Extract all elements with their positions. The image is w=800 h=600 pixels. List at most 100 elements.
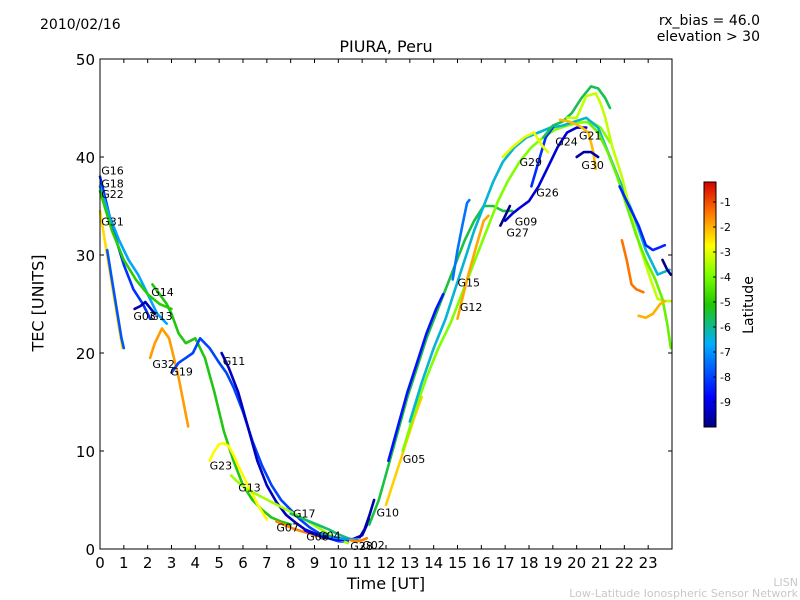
- series-line-g30: [575, 150, 600, 159]
- series-line-g03: [133, 300, 157, 316]
- satellite-label: G29: [520, 156, 543, 169]
- plot-labels: G16G18G22G31G14G03G13G32G19G11G23G13G07G…: [101, 129, 604, 553]
- colorbar-tick-label: -2: [720, 221, 731, 234]
- series-line-g26: [530, 126, 555, 188]
- satellite-label: G28: [350, 540, 373, 553]
- satellite-label: G09: [515, 216, 538, 229]
- y-tick-label: 20: [76, 345, 95, 363]
- satellite-label: G21: [579, 129, 602, 142]
- satellite-label: G31: [101, 216, 124, 229]
- series-line-g09: [503, 126, 588, 222]
- x-axis-label: Time [UT]: [346, 574, 426, 593]
- series-line-g05: [387, 292, 445, 463]
- x-tick-label: 23: [639, 554, 658, 572]
- x-axis: 0 1 2 3 4 5 6 7 8 9 10 11 12 13 14 15 16 17 18 19 20 21 22 23: [95, 59, 658, 572]
- y-axis: 0 10 20 30 40 50: [76, 51, 672, 559]
- series-line-g21b: [565, 92, 673, 303]
- x-tick-label: 8: [286, 554, 296, 572]
- y-tick-label: 0: [85, 541, 95, 559]
- x-tick-label: 5: [214, 554, 224, 572]
- series-line-g10: [367, 204, 514, 526]
- watermark-short: LISN: [773, 576, 798, 589]
- x-tick-label: 18: [519, 554, 538, 572]
- x-tick-label: 16: [472, 554, 491, 572]
- x-tick-label: 0: [95, 554, 105, 572]
- series-line-g22: [98, 190, 173, 311]
- y-tick-label: 10: [76, 443, 95, 461]
- series-line-g18: [98, 185, 168, 325]
- series-line-g32: [148, 327, 190, 428]
- x-tick-label: 11: [353, 554, 372, 572]
- colorbar-tick-label: -8: [720, 371, 731, 384]
- colorbar-tick-label: -5: [720, 296, 731, 309]
- x-tick-label: 9: [310, 554, 320, 572]
- series-line-g17: [289, 512, 359, 543]
- y-tick-label: 40: [76, 149, 95, 167]
- x-tick-label: 6: [238, 554, 248, 572]
- series-line-g08: [303, 529, 345, 542]
- satellite-label: G19: [170, 366, 193, 379]
- satellite-label: G04: [318, 529, 341, 542]
- x-tick-label: 13: [400, 554, 419, 572]
- satellite-label: G02: [362, 539, 385, 552]
- satellite-label: G10: [377, 507, 400, 520]
- series-line-g06: [661, 258, 673, 276]
- satellite-label: G12: [460, 301, 483, 314]
- series-line-g01: [620, 239, 645, 294]
- satellite-label: G13: [150, 310, 173, 323]
- colorbar-tick-label: -7: [720, 346, 731, 359]
- x-tick-label: 19: [543, 554, 562, 572]
- satellite-label: G30: [581, 159, 604, 172]
- x-tick-label: 3: [167, 554, 177, 572]
- satellite-label: G14: [151, 286, 174, 299]
- colorbar-ticks: -1 -2 -3 -4 -5 -6 -7 -8 -9: [713, 196, 731, 409]
- satellite-label: G24: [555, 135, 578, 148]
- satellite-label: G26: [536, 186, 559, 199]
- x-tick-label: 4: [191, 554, 201, 572]
- colorbar-tick-label: -3: [720, 246, 731, 259]
- satellite-label: G23: [210, 460, 233, 473]
- x-tick-label: 1: [119, 554, 129, 572]
- satellite-label: G08: [306, 530, 329, 543]
- x-tick-label: 10: [329, 554, 348, 572]
- series-line-g12b: [456, 214, 490, 321]
- satellite-label: G32: [152, 358, 175, 371]
- colorbar-tick-label: -1: [720, 196, 731, 209]
- colorbar-tick-label: -6: [720, 321, 731, 334]
- series-line-g20: [587, 121, 673, 350]
- series-line-g02: [358, 498, 376, 539]
- colorbar-tick-label: -9: [720, 396, 731, 409]
- satellite-label: G27: [506, 227, 529, 240]
- series-line-g23: [208, 441, 269, 521]
- x-tick-label: 17: [496, 554, 515, 572]
- x-tick-label: 22: [615, 554, 634, 572]
- series-line-g15b: [451, 198, 471, 281]
- series-line-g31b: [105, 248, 126, 350]
- x-tick-label: 2: [143, 554, 153, 572]
- y-tick-label: 50: [76, 51, 95, 69]
- x-tick-label: 21: [591, 554, 610, 572]
- series-line-g12: [401, 120, 612, 453]
- y-tick-label: 30: [76, 247, 95, 265]
- series-line-g19: [170, 336, 350, 544]
- x-tick-label: 7: [262, 554, 272, 572]
- series-line-g29: [501, 131, 550, 159]
- satellite-label: G15: [458, 276, 481, 289]
- x-tick-label: 20: [567, 554, 586, 572]
- elevation-label: elevation > 30: [656, 29, 760, 45]
- x-tick-label: 12: [376, 554, 395, 572]
- watermark-long: Low-Latitude Ionospheric Sensor Network: [569, 587, 798, 600]
- colorbar: [703, 181, 717, 428]
- plot-series: [98, 85, 673, 545]
- satellite-label: G18: [101, 178, 124, 191]
- satellite-label: G17: [293, 508, 316, 521]
- satellite-label: G13: [238, 481, 261, 494]
- series-line-g15: [408, 116, 671, 423]
- series-line-g25: [618, 185, 667, 252]
- series-line-g13: [229, 474, 350, 545]
- satellite-label: G22: [101, 188, 124, 201]
- satellite-label: G07: [276, 521, 299, 534]
- x-tick-label: 14: [424, 554, 443, 572]
- rx-bias-label: rx_bias = 46.0: [658, 13, 760, 29]
